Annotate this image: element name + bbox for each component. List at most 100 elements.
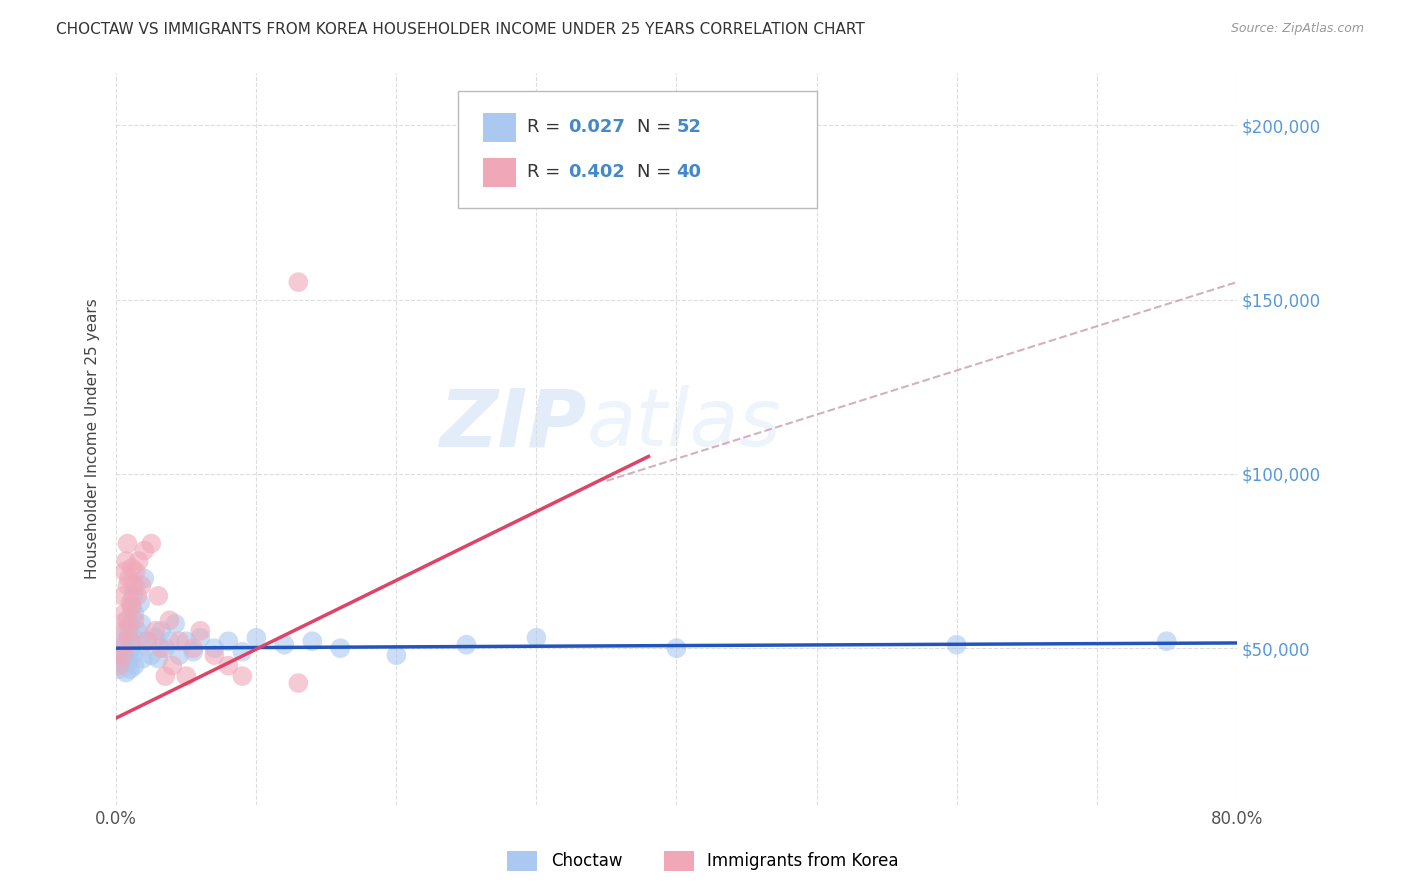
- Point: [169, 634, 191, 648]
- Point: [120, 616, 142, 631]
- Point: [145, 624, 167, 638]
- Point: [112, 648, 135, 662]
- Point: [112, 589, 135, 603]
- Text: CHOCTAW VS IMMIGRANTS FROM KOREA HOUSEHOLDER INCOME UNDER 25 YEARS CORRELATION C: CHOCTAW VS IMMIGRANTS FROM KOREA HOUSEHO…: [56, 22, 865, 37]
- Point: [114, 607, 136, 621]
- Point: [159, 634, 181, 648]
- Point: [111, 648, 134, 662]
- Point: [301, 634, 323, 648]
- Point: [121, 599, 143, 614]
- Point: [159, 613, 181, 627]
- Point: [121, 641, 143, 656]
- Point: [131, 578, 153, 592]
- Point: [108, 658, 131, 673]
- Point: [115, 613, 138, 627]
- Point: [145, 631, 167, 645]
- Point: [112, 641, 135, 656]
- Point: [110, 641, 132, 656]
- Point: [136, 634, 159, 648]
- Point: [124, 658, 146, 673]
- Point: [245, 631, 267, 645]
- Point: [125, 578, 148, 592]
- Point: [118, 572, 141, 586]
- Text: R =: R =: [527, 119, 567, 136]
- Point: [115, 624, 138, 638]
- Point: [121, 599, 143, 614]
- Point: [188, 631, 211, 645]
- Point: [202, 641, 225, 656]
- Point: [131, 616, 153, 631]
- Point: [217, 634, 239, 648]
- Point: [231, 645, 253, 659]
- Point: [273, 638, 295, 652]
- Point: [165, 616, 187, 631]
- Point: [128, 554, 150, 568]
- Legend: Choctaw, Immigrants from Korea: Choctaw, Immigrants from Korea: [499, 842, 907, 880]
- Point: [150, 624, 173, 638]
- Point: [111, 624, 134, 638]
- Point: [115, 554, 138, 568]
- Point: [117, 536, 139, 550]
- Point: [456, 638, 478, 652]
- Point: [114, 651, 136, 665]
- Point: [217, 658, 239, 673]
- Point: [385, 648, 408, 662]
- Point: [114, 565, 136, 579]
- Point: [176, 634, 198, 648]
- Point: [136, 634, 159, 648]
- Text: Source: ZipAtlas.com: Source: ZipAtlas.com: [1230, 22, 1364, 36]
- Point: [124, 607, 146, 621]
- Point: [118, 624, 141, 638]
- Point: [287, 676, 309, 690]
- Point: [188, 624, 211, 638]
- Point: [181, 645, 204, 659]
- Point: [141, 536, 163, 550]
- Point: [150, 641, 173, 656]
- Point: [122, 648, 145, 662]
- Point: [155, 669, 177, 683]
- Point: [162, 658, 184, 673]
- Point: [117, 645, 139, 659]
- Bar: [482, 112, 516, 142]
- Text: N =: N =: [637, 119, 678, 136]
- Text: 40: 40: [676, 163, 702, 181]
- Point: [110, 655, 132, 669]
- Point: [122, 589, 145, 603]
- Point: [287, 275, 309, 289]
- Point: [176, 669, 198, 683]
- Point: [231, 669, 253, 683]
- Point: [117, 613, 139, 627]
- Point: [141, 648, 163, 662]
- Bar: [482, 158, 516, 187]
- Point: [127, 589, 149, 603]
- Point: [120, 662, 142, 676]
- Point: [118, 631, 141, 645]
- Point: [134, 572, 156, 586]
- Point: [120, 634, 142, 648]
- Point: [169, 648, 191, 662]
- Point: [124, 613, 146, 627]
- Point: [120, 596, 142, 610]
- Text: 0.027: 0.027: [568, 119, 624, 136]
- Point: [155, 641, 177, 656]
- Point: [148, 589, 170, 603]
- Point: [132, 651, 155, 665]
- Point: [125, 565, 148, 579]
- Text: R =: R =: [527, 163, 567, 181]
- Point: [148, 651, 170, 665]
- Point: [117, 578, 139, 592]
- Point: [129, 596, 152, 610]
- Point: [526, 631, 548, 645]
- Point: [118, 655, 141, 669]
- FancyBboxPatch shape: [458, 91, 817, 209]
- Point: [128, 634, 150, 648]
- Point: [202, 648, 225, 662]
- Point: [181, 641, 204, 656]
- Point: [114, 634, 136, 648]
- Point: [122, 578, 145, 592]
- Point: [945, 638, 967, 652]
- Point: [1156, 634, 1178, 648]
- Point: [108, 662, 131, 676]
- Text: 52: 52: [676, 119, 702, 136]
- Text: 0.402: 0.402: [568, 163, 624, 181]
